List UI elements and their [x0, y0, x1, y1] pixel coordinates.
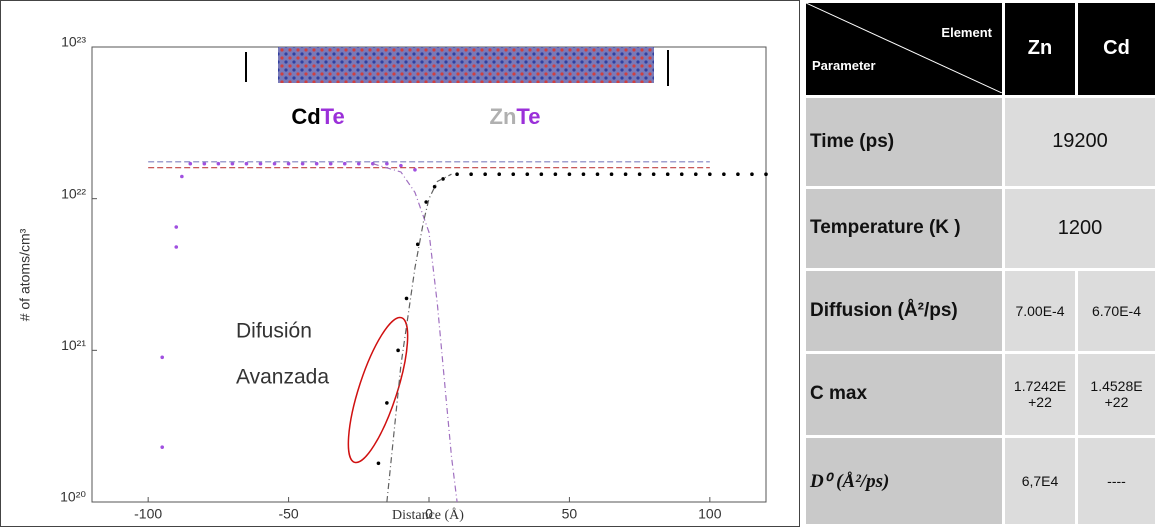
data-point [539, 172, 544, 176]
data-point [415, 242, 420, 247]
data-point [511, 172, 516, 176]
cell: 6,7E4 [1005, 438, 1075, 524]
data-point [609, 172, 614, 176]
material-part: Cd [291, 104, 320, 129]
parameter-table: Element Parameter Zn Cd Time (ps) 19200 T… [803, 0, 1158, 527]
data-point [258, 161, 263, 166]
data-point [286, 161, 291, 166]
header-parameter: Parameter [812, 57, 876, 73]
data-point [455, 172, 459, 176]
data-point [764, 172, 768, 176]
data-point [665, 172, 670, 176]
diagonal [806, 3, 1002, 93]
data-point [525, 172, 530, 176]
highlight-ellipse [347, 316, 409, 464]
data-point [160, 355, 165, 360]
row-label: Diffusion (Å²/ps) [806, 271, 1002, 351]
data-point [736, 172, 740, 176]
data-point [708, 172, 712, 176]
y-axis-label: # of atoms/cm³ [17, 228, 33, 321]
data-point [180, 174, 184, 179]
row-label: Time (ps) [806, 97, 1002, 186]
data-point [623, 172, 628, 176]
data-point [314, 161, 319, 166]
material-part: Te [516, 104, 540, 129]
cell: 6.70E-4 [1078, 271, 1155, 351]
plot-frame [91, 46, 767, 503]
data-point [202, 161, 207, 166]
header-cell: Cd [1078, 3, 1155, 95]
data-point [396, 348, 400, 353]
row-label: Temperature (K ) [806, 188, 1002, 269]
data-point [272, 161, 277, 166]
data-point [497, 172, 502, 176]
data-point [300, 161, 305, 166]
cell: ---- [1078, 438, 1155, 524]
y-tick-label: 10²³ [61, 34, 86, 50]
data-point [174, 245, 179, 249]
data-point [385, 401, 389, 405]
material-label: CdTe [291, 104, 344, 129]
x-tick-label: -100 [134, 506, 162, 522]
annotation: Avanzada [236, 366, 329, 389]
cell: 1.4528E +22 [1078, 353, 1155, 436]
data-point [441, 177, 445, 181]
x-tick-label: -50 [278, 506, 298, 522]
material-label: ZnTe [490, 104, 541, 129]
cell: 1200 [1005, 188, 1155, 269]
cell: 7.00E-4 [1005, 271, 1075, 351]
data-point [553, 172, 558, 176]
atom-strip [278, 47, 654, 83]
y-tick-label: 10²¹ [61, 337, 86, 353]
data-point [581, 172, 586, 176]
data-point [342, 161, 347, 166]
header-element: Element [941, 25, 992, 40]
chart: Distance (Å) # of atoms/cm³ -100 -50 0 50 10… [0, 0, 800, 527]
data-point [356, 161, 361, 166]
cell: 19200 [1005, 97, 1155, 186]
data-point [413, 167, 417, 172]
data-point [160, 445, 165, 449]
data-point [469, 172, 473, 176]
cell: 1.7242E +22 [1005, 353, 1075, 436]
y-tick-label: 10²² [61, 185, 86, 201]
fit-line [372, 163, 458, 503]
data-point [230, 161, 235, 166]
data-point [750, 172, 754, 176]
material-part: Te [321, 104, 345, 129]
x-tick-label: 0 [425, 506, 433, 522]
data-point [567, 172, 572, 176]
data-point [432, 184, 437, 189]
header-corner: Element Parameter [806, 3, 1002, 95]
row-label: C max [806, 353, 1002, 436]
data-point [404, 296, 409, 301]
row-label: D⁰ (Å²/ps) [806, 438, 1002, 524]
y-tick-label: 10²⁰ [60, 489, 86, 505]
data-point [595, 172, 600, 176]
data-point [328, 161, 333, 166]
data-point [216, 161, 221, 166]
data-point [483, 172, 487, 176]
x-tick-label: 50 [562, 506, 578, 522]
data-point [651, 172, 656, 176]
data-point [399, 163, 403, 168]
data-point [385, 161, 389, 166]
data-point [188, 161, 193, 166]
data-point [637, 172, 642, 176]
fit-line [386, 173, 452, 503]
x-axis-label: Distance (Å) [392, 507, 464, 523]
x-tick-label: 100 [698, 506, 722, 522]
data-point [174, 225, 179, 229]
data-point [244, 161, 249, 166]
data-point [424, 200, 428, 204]
data-point [722, 172, 726, 176]
data-point [693, 172, 698, 176]
data-point [376, 461, 381, 466]
annotation: Difusión [236, 320, 312, 343]
material-part: Zn [490, 104, 517, 129]
data-point [679, 172, 684, 176]
header-cell: Zn [1005, 3, 1075, 95]
